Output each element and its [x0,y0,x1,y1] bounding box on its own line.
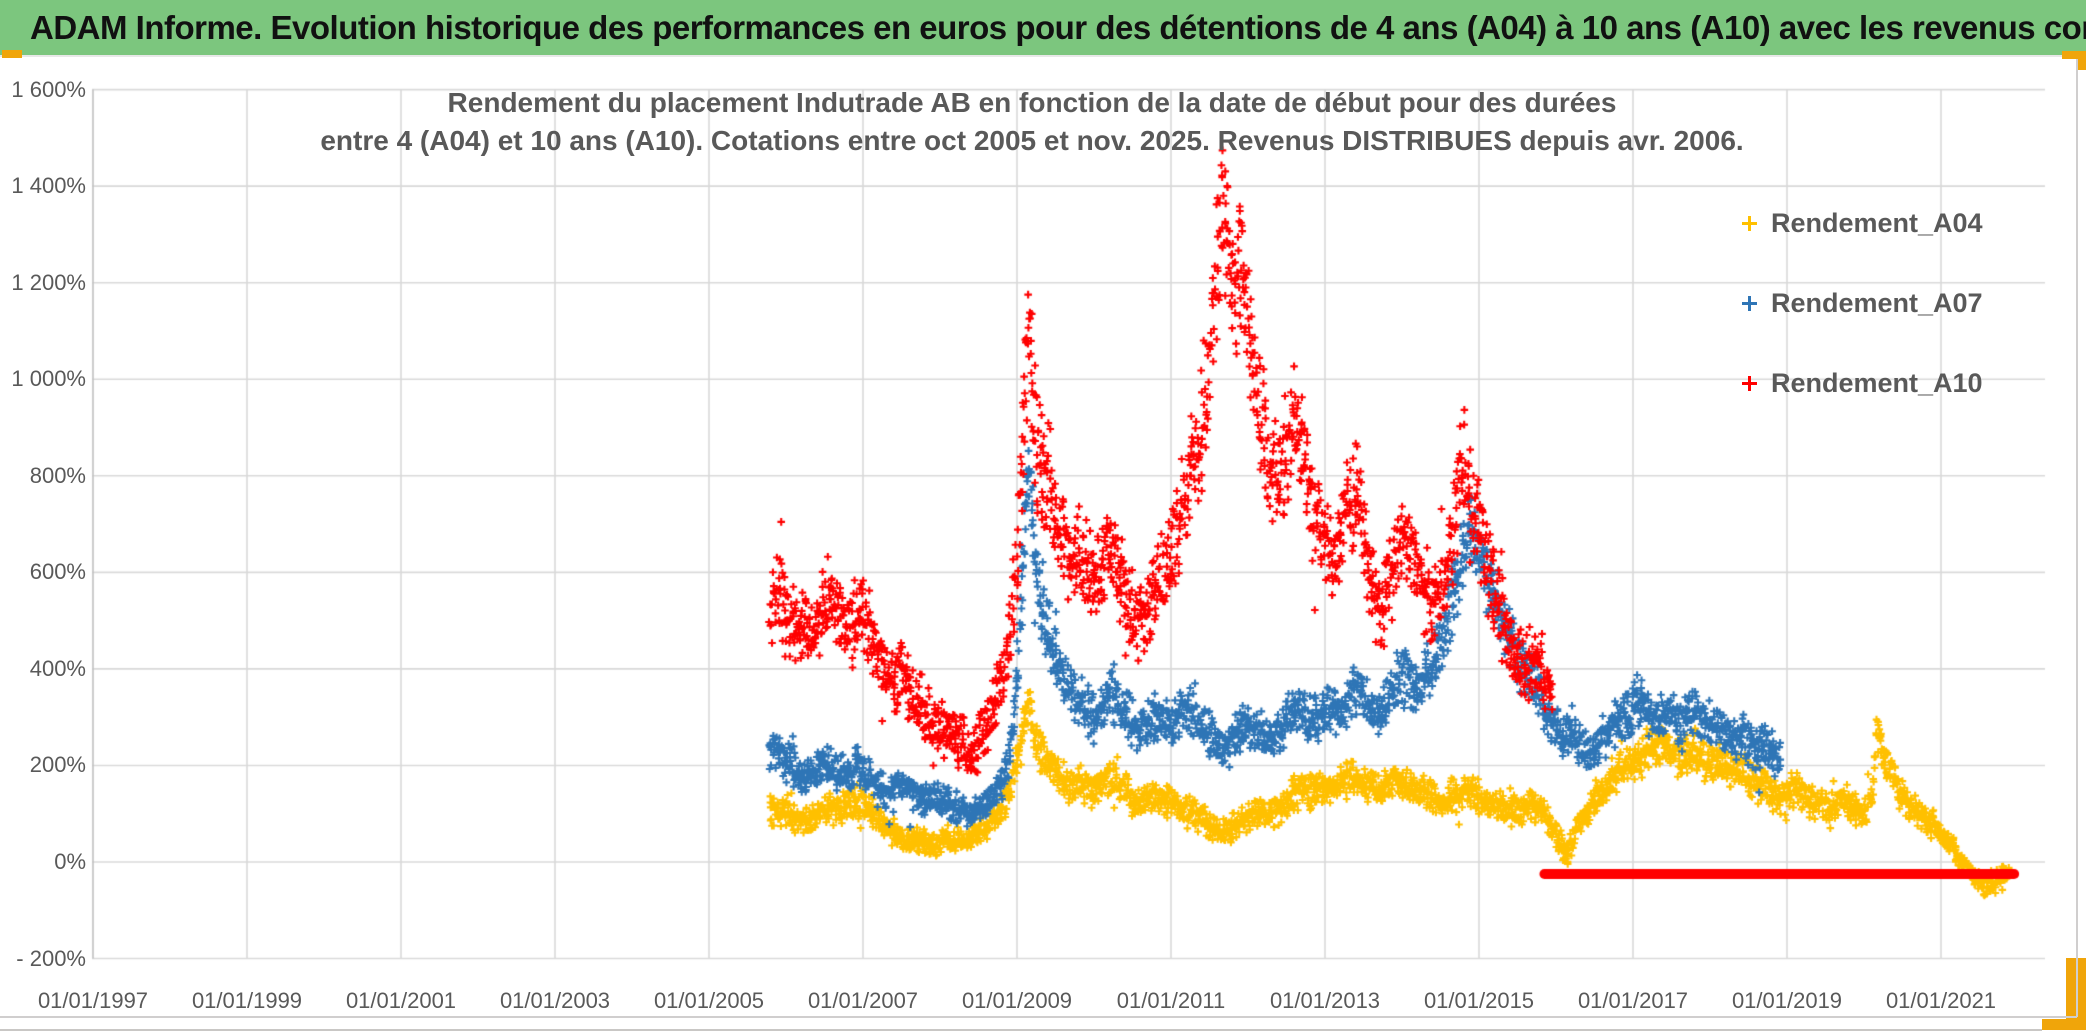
chart-title: Rendement du placement Indutrade AB en f… [172,84,1892,160]
x-tick-label: 01/01/2019 [1731,988,1843,1013]
x-tick-label: 01/01/1997 [37,988,149,1013]
x-tick-label: 01/01/2007 [807,988,919,1013]
y-tick-label: 0% [54,849,86,874]
legend-item-a07[interactable]: Rendement_A07 [1742,285,1983,321]
legend-item-a04[interactable]: Rendement_A04 [1742,205,1983,241]
y-tick-label: 1 200% [11,269,86,295]
chart-frame-right-border [2076,59,2078,1017]
chart-frame-bottom-border [0,1016,2077,1018]
chart-title-line2: entre 4 (A04) et 10 ans (A10). Cotations… [320,125,1744,156]
x-tick-label: 01/01/2001 [345,988,457,1013]
x-tick-label: 01/01/2013 [1269,988,1381,1013]
x-tick-label: 01/01/1999 [191,988,303,1013]
y-tick-label: 800% [29,462,86,488]
y-tick-label: 600% [29,559,86,585]
legend-label-a10: Rendement_A10 [1771,367,1983,398]
x-tick-label: 01/01/2015 [1423,988,1535,1013]
x-tick-label: 01/01/2017 [1577,988,1689,1013]
legend-item-a10[interactable]: Rendement_A10 [1742,365,1983,401]
a07-plus-marker-icon [1742,295,1757,311]
x-tick-label: 01/01/2011 [1116,988,1226,1013]
y-tick-label: 200% [29,752,86,778]
x-tick-label: 01/01/2003 [499,988,611,1013]
x-tick-label: 01/01/2005 [653,988,765,1013]
y-tick-label: - 200% [16,945,86,971]
y-tick-label: 1 400% [11,173,86,199]
chart-title-line1: Rendement du placement Indutrade AB en f… [447,87,1617,118]
legend-label-a04: Rendement_A04 [1771,207,1983,238]
legend-label-a07: Rendement_A07 [1771,287,1983,318]
x-tick-label: 01/01/2009 [961,988,1073,1013]
y-tick-label: 1 000% [11,366,86,392]
sheet-row-divider [0,1029,2042,1031]
y-tick-label: 400% [29,655,86,681]
a04-plus-marker-icon [1742,215,1757,231]
y-tick-label: 1 600% [11,76,86,102]
a10-plus-marker-icon [1742,375,1757,391]
chart-legend: Rendement_A04 Rendement_A07 Rendement_A1… [1742,205,1983,445]
x-tick-label: 01/01/2021 [1885,988,1997,1013]
